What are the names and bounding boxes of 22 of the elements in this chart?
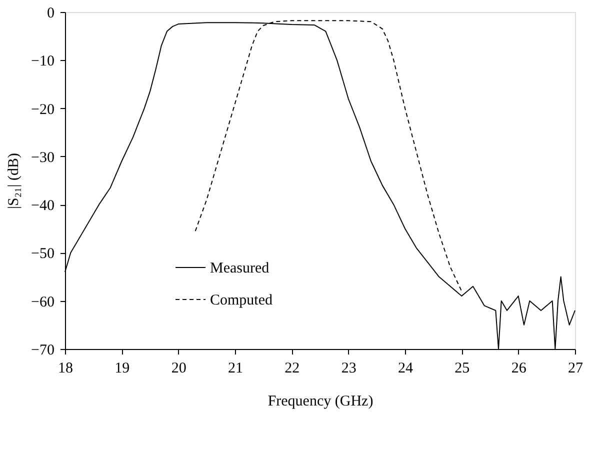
x-tick-label: 26 xyxy=(511,360,527,376)
y-tick-label: −70 xyxy=(31,342,54,358)
y-tick-label: −30 xyxy=(31,150,54,166)
x-axis-title: Frequency (GHz) xyxy=(268,394,374,410)
legend-label: Measured xyxy=(210,260,270,276)
x-tick-label: 19 xyxy=(114,360,130,376)
x-tick-label: 20 xyxy=(171,360,186,376)
y-tick-label: −20 xyxy=(31,102,54,118)
x-tick-label: 23 xyxy=(341,360,356,376)
y-tick-label: −40 xyxy=(31,198,54,214)
y-tick-label: −60 xyxy=(31,294,54,310)
x-tick-label: 27 xyxy=(568,360,584,376)
x-tick-label: 25 xyxy=(454,360,470,376)
y-axis-title: |S₂₁| (dB) xyxy=(6,152,22,210)
x-tick-label: 22 xyxy=(284,360,300,376)
legend-label: Computed xyxy=(210,292,273,308)
y-tick-label: −10 xyxy=(31,54,54,70)
x-tick-label: 21 xyxy=(228,360,243,376)
y-tick-label: 0 xyxy=(47,6,54,22)
x-tick-label: 18 xyxy=(58,360,73,376)
x-tick-label: 24 xyxy=(398,360,414,376)
y-tick-label: −50 xyxy=(31,246,54,262)
